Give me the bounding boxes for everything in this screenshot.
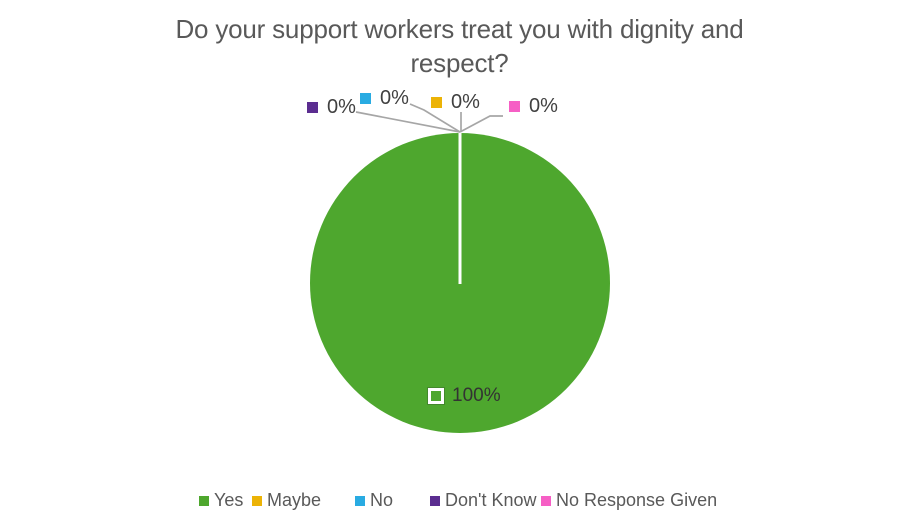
legend-key-dont-know-icon [430, 495, 440, 506]
legend-label-no-response: No Response Given [556, 490, 718, 510]
no-label-value: 0% [380, 87, 409, 109]
data-label-yes: 100% [428, 385, 501, 406]
no-response-label-value: 0% [529, 95, 558, 117]
maybe-label-value: 0% [451, 91, 480, 113]
legend-item-dont-know[interactable]: Don't Know [430, 490, 537, 510]
data-label-no-response: 0% [509, 95, 558, 117]
legend-key-yes-icon [199, 495, 209, 506]
legend-key-maybe-icon [252, 495, 262, 506]
leader-line-no [409, 103, 461, 133]
legend-key-no-icon [355, 495, 365, 506]
maybe-label-key-icon [431, 97, 442, 108]
data-label-dont-know: 0% [307, 96, 356, 118]
yes-label-key-icon [428, 388, 444, 404]
dont-know-label-key-icon [307, 102, 318, 113]
legend-item-no[interactable]: No [355, 490, 394, 510]
chart-title-line-1: Do your support workers treat you with d… [175, 14, 744, 44]
yes-label-value: 100% [452, 385, 501, 406]
no-response-label-key-icon [509, 101, 520, 112]
legend-label-maybe: Maybe [267, 490, 322, 510]
dont-know-label-value: 0% [327, 96, 356, 118]
legend-label-no: No [370, 490, 394, 510]
legend-item-maybe[interactable]: Maybe [252, 490, 322, 510]
legend-key-no-response-icon [541, 495, 551, 506]
legend-item-no-response[interactable]: No Response Given [541, 490, 718, 510]
legend-label-dont-know: Don't Know [445, 490, 537, 510]
data-label-no: 0% [360, 87, 409, 109]
leader-line-no-response [459, 115, 503, 133]
chart-title: Do your support workers treat you with d… [0, 12, 919, 80]
leader-line-dont-know [355, 111, 461, 133]
legend-label-yes: Yes [214, 490, 244, 510]
no-label-key-icon [360, 93, 371, 104]
chart-title-line-2: respect? [410, 48, 509, 78]
data-label-maybe: 0% [431, 91, 480, 113]
legend-item-yes[interactable]: Yes [199, 490, 244, 510]
